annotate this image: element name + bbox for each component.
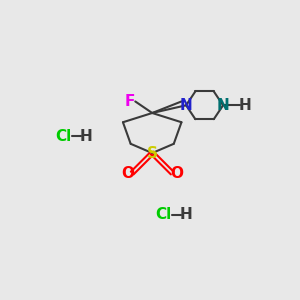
Text: F: F bbox=[125, 94, 135, 109]
Text: H: H bbox=[180, 207, 193, 222]
Text: S: S bbox=[147, 146, 158, 160]
Text: H: H bbox=[238, 98, 251, 113]
Text: Cl: Cl bbox=[156, 207, 172, 222]
Text: O: O bbox=[121, 166, 134, 181]
Text: O: O bbox=[170, 166, 183, 181]
Text: H: H bbox=[80, 129, 92, 144]
Text: N: N bbox=[180, 98, 193, 113]
Text: N: N bbox=[217, 98, 230, 113]
Text: Cl: Cl bbox=[56, 129, 72, 144]
